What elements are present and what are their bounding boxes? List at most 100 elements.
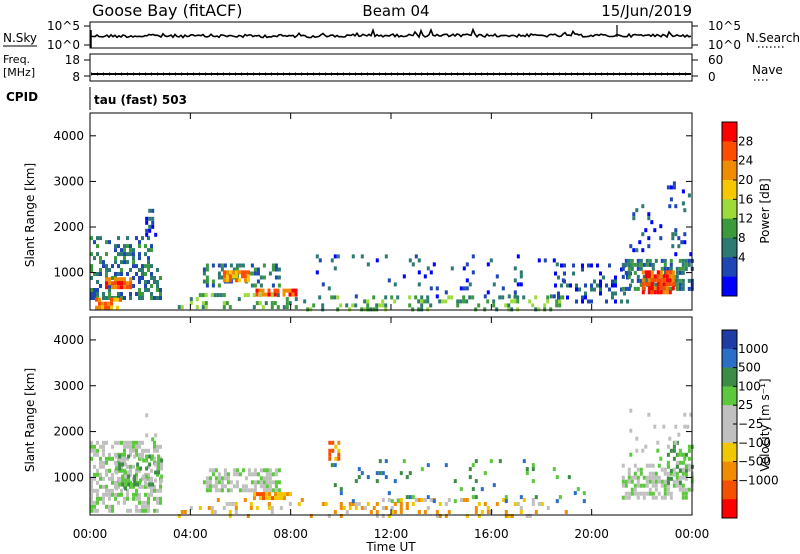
heatmap-cell — [147, 256, 150, 261]
heatmap-cell — [675, 471, 679, 476]
heatmap-cell — [554, 271, 557, 276]
heatmap-cell — [126, 440, 129, 445]
heatmap-cell — [123, 452, 126, 457]
heatmap-cell — [531, 303, 535, 308]
heatmap-cell — [614, 275, 617, 280]
heatmap-cell — [645, 483, 649, 488]
heatmap-cell — [145, 466, 149, 471]
heatmap-cell — [537, 307, 541, 312]
heatmap-cell — [126, 281, 129, 286]
heatmap-cell — [333, 483, 337, 488]
heatmap-cell — [354, 506, 358, 510]
heatmap-cell — [384, 307, 388, 312]
heatmap-cell — [129, 268, 132, 272]
heatmap-cell — [675, 475, 679, 480]
heatmap-cell — [268, 480, 272, 485]
heatmap-cell — [126, 444, 129, 449]
heatmap-cell — [129, 472, 132, 477]
heatmap-cell — [654, 282, 658, 287]
heatmap-cell — [229, 263, 233, 268]
heatmap-cell — [274, 492, 277, 497]
heatmap-cell — [438, 299, 442, 304]
heatmap-cell — [108, 476, 111, 481]
heatmap-cell — [375, 502, 379, 506]
heatmap-cell — [141, 452, 144, 457]
heatmap-cell — [142, 458, 146, 463]
heatmap-cell — [684, 464, 688, 469]
heatmap-cell — [675, 266, 679, 271]
heatmap-cell — [154, 433, 158, 438]
heatmap-cell — [453, 499, 457, 504]
heatmap-cell — [331, 440, 335, 445]
heatmap-cell — [235, 480, 239, 485]
heatmap-cell — [575, 299, 578, 304]
heatmap-cell — [678, 278, 682, 283]
heatmap-cell — [147, 496, 150, 501]
heatmap-cell — [666, 487, 670, 492]
heatmap-cell — [148, 478, 152, 483]
heatmap-cell — [641, 448, 645, 453]
heatmap-cell — [627, 475, 631, 480]
nsky-label: N.Sky — [3, 31, 37, 45]
heatmap-cell — [126, 236, 129, 241]
heatmap-cell — [108, 456, 111, 461]
heatmap-cell — [582, 491, 586, 496]
heatmap-cell — [253, 283, 257, 288]
heatmap-cell — [250, 263, 254, 268]
heatmap-cell — [129, 248, 132, 253]
heatmap-cell — [115, 470, 119, 475]
x-tick-label: 12:00 — [374, 527, 409, 541]
heatmap-cell — [387, 278, 391, 283]
heatmap-cell — [531, 498, 535, 502]
heatmap-cell — [127, 474, 131, 479]
heatmap-cell — [141, 276, 144, 280]
heatmap-cell — [639, 282, 643, 287]
heatmap-cell — [117, 277, 120, 282]
heatmap-cell — [151, 216, 155, 221]
heatmap-cell — [627, 266, 631, 271]
heatmap-cell — [232, 484, 236, 489]
heatmap-cell — [477, 514, 481, 518]
heatmap-cell — [253, 271, 257, 276]
heatmap-cell — [153, 488, 156, 493]
heatmap-cell — [274, 484, 278, 489]
heatmap-cell — [108, 281, 111, 286]
heatmap-cell — [99, 236, 102, 241]
heatmap-cell — [141, 476, 144, 481]
heatmap-cell — [411, 495, 415, 500]
heatmap-cell — [268, 488, 272, 493]
heatmap-cell — [681, 282, 685, 287]
heatmap-cell — [93, 240, 96, 245]
heatmap-cell — [246, 514, 250, 518]
heatmap-cell — [183, 510, 187, 514]
heatmap-cell — [105, 277, 108, 282]
nave-tick-top: 60 — [708, 53, 723, 67]
heatmap-cell — [648, 487, 652, 492]
heatmap-cell — [226, 476, 230, 481]
heatmap-cell — [123, 296, 126, 300]
heatmap-cell — [474, 510, 478, 514]
heatmap-cell — [144, 272, 147, 276]
heatmap-cell — [668, 282, 672, 287]
heatmap-cell — [96, 288, 99, 292]
heatmap-cell — [632, 248, 636, 253]
heatmap-cell — [357, 475, 361, 480]
heatmap-cell — [653, 274, 657, 279]
heatmap-cell — [144, 484, 147, 489]
heatmap-cell — [375, 514, 379, 518]
heatmap-cell — [259, 496, 262, 501]
heatmap-cell — [408, 303, 412, 308]
heatmap-cell — [121, 462, 125, 467]
heatmap-cell — [214, 468, 218, 473]
heatmap-cell — [596, 263, 599, 268]
heatmap-cell — [160, 458, 164, 463]
heatmap-cell — [153, 280, 156, 284]
heatmap-cell — [681, 286, 685, 291]
heatmap-cell — [249, 506, 253, 510]
heatmap-cell — [271, 283, 275, 288]
heatmap-cell — [238, 263, 242, 268]
heatmap-cell — [639, 483, 643, 488]
heatmap-cell — [132, 484, 135, 489]
heatmap-cell — [93, 444, 96, 449]
